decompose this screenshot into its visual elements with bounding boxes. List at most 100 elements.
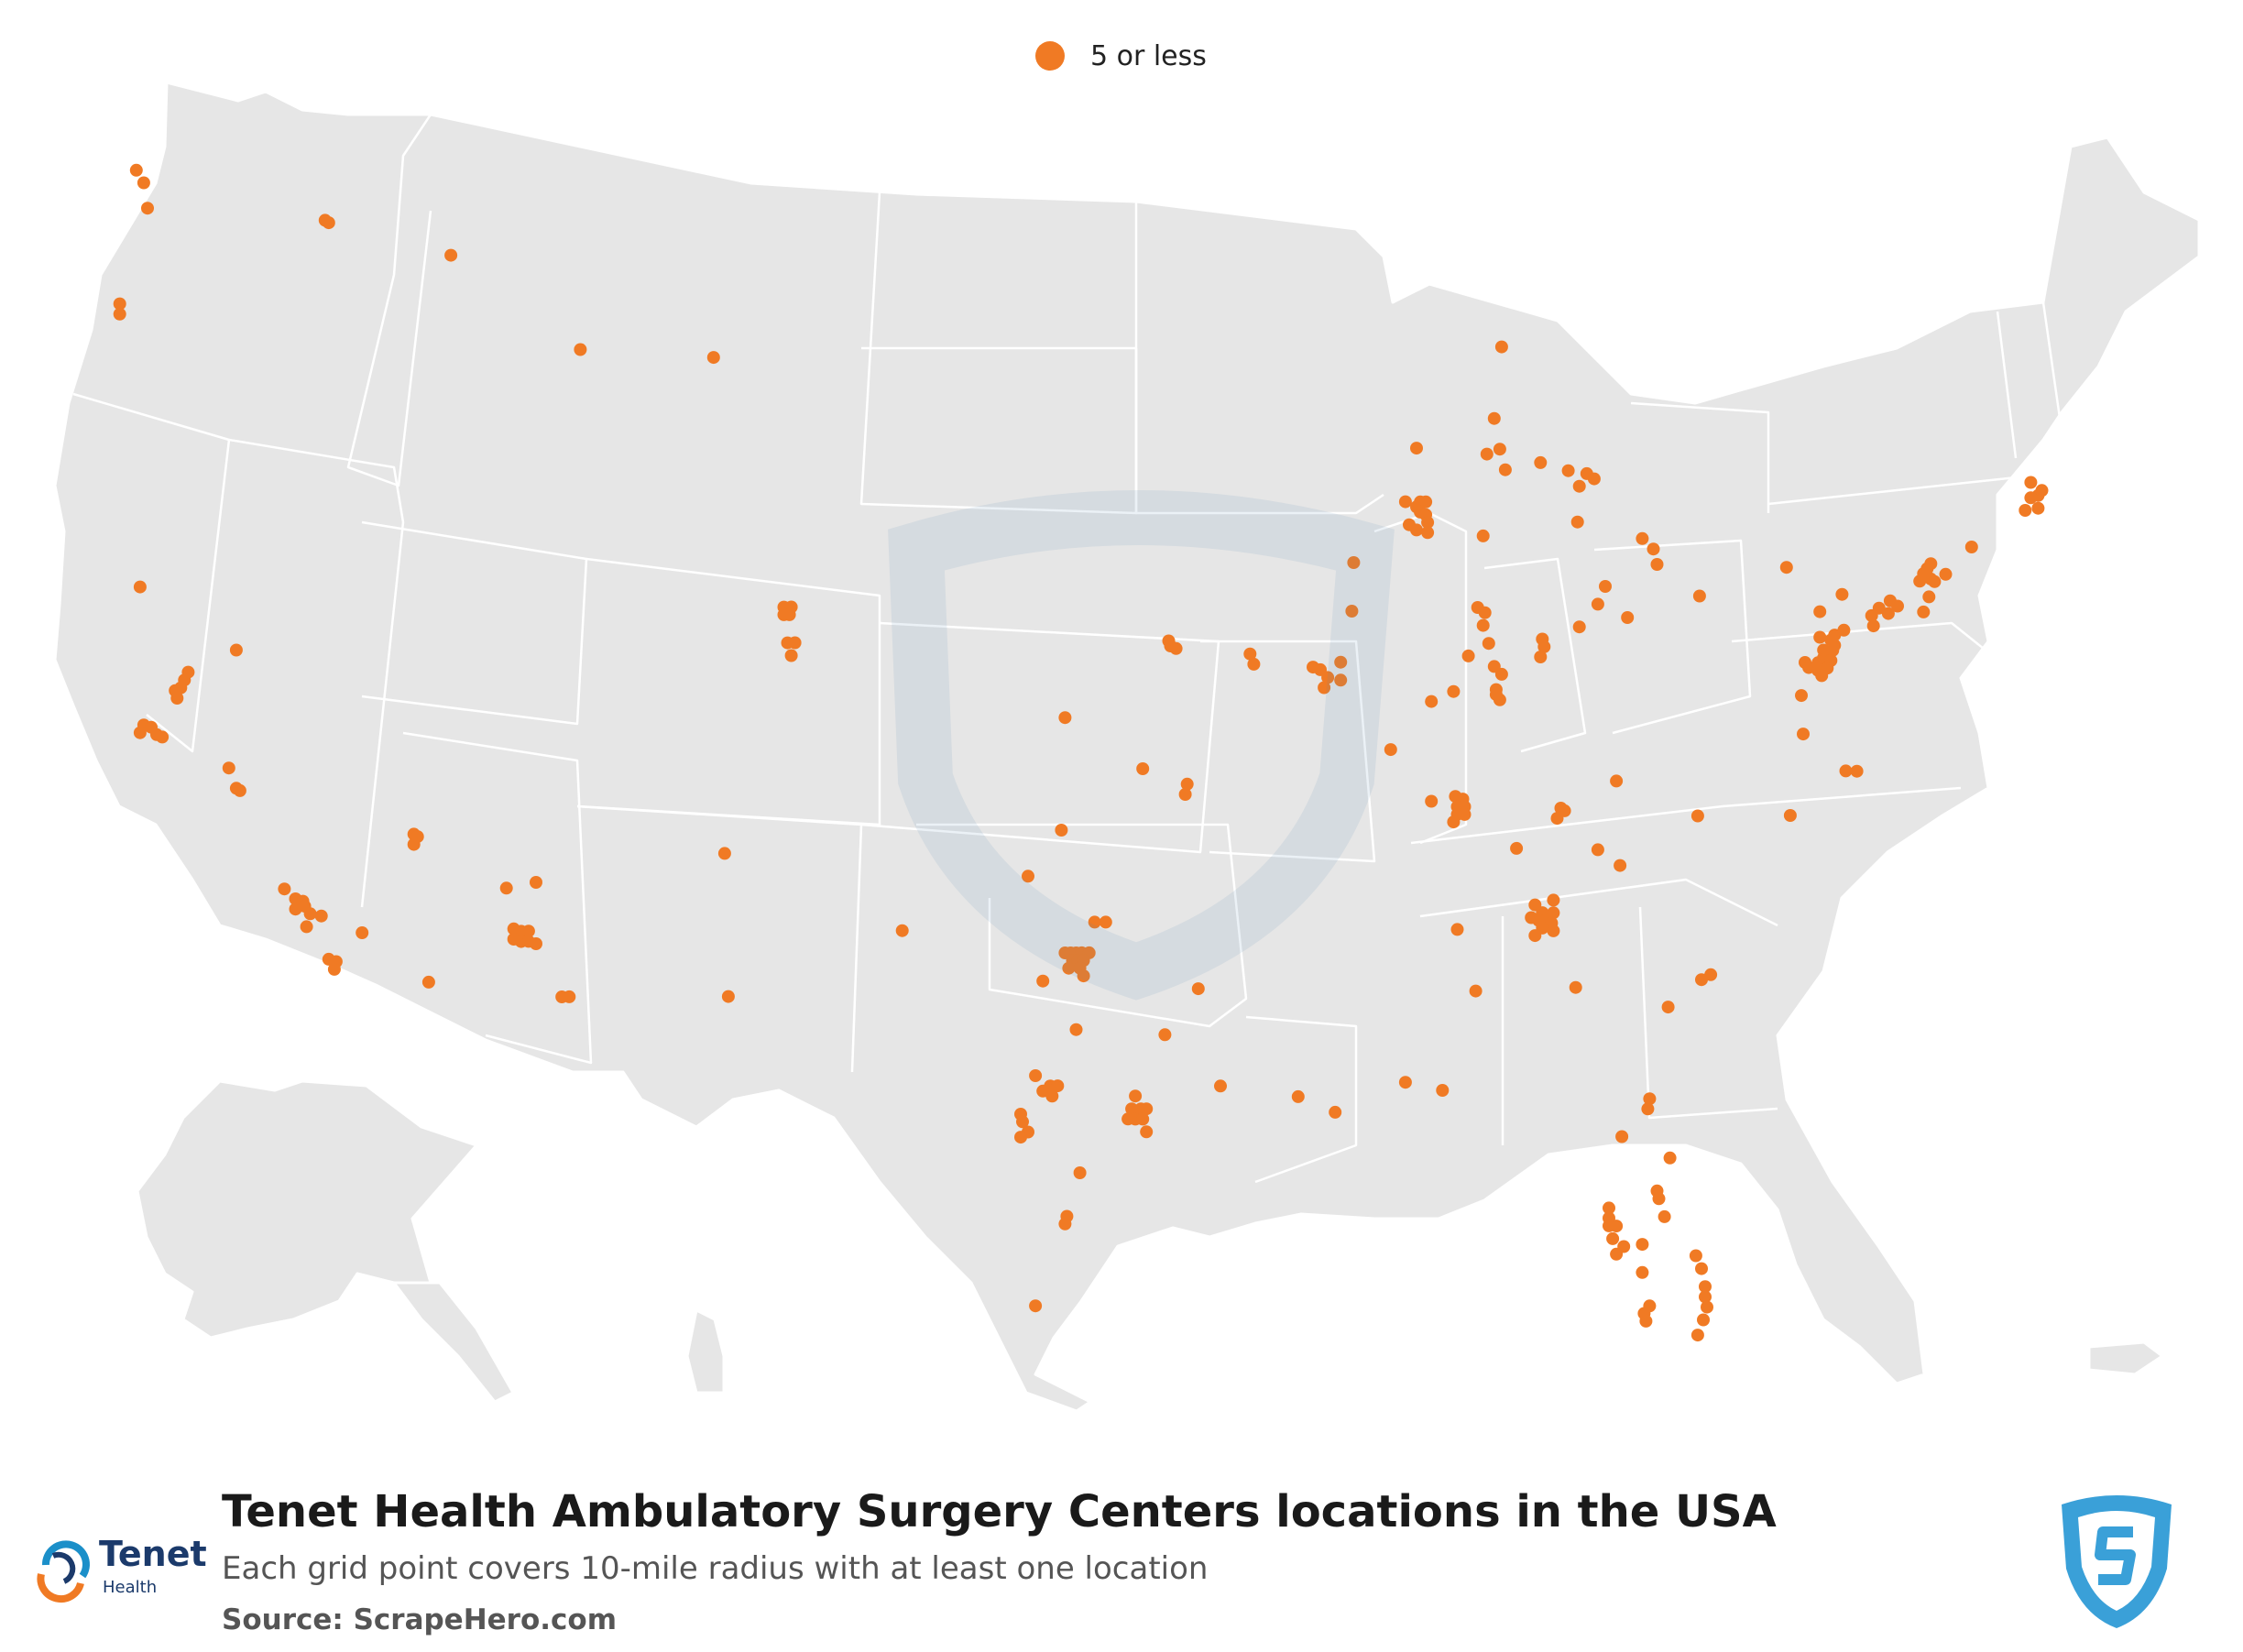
location-marker: [1461, 649, 1475, 662]
location-marker: [895, 924, 909, 937]
map-land: [53, 81, 2201, 1413]
location-marker: [1062, 961, 1076, 975]
location-marker: [1247, 657, 1261, 671]
location-marker: [1534, 455, 1548, 469]
location-marker: [1835, 587, 1849, 601]
location-marker: [574, 343, 587, 356]
source-text: Source: ScrapeHero.com: [222, 1603, 618, 1636]
location-marker: [1029, 1069, 1043, 1082]
location-marker: [229, 643, 243, 657]
location-marker: [1561, 464, 1575, 477]
location-marker: [530, 937, 542, 950]
location-marker: [1478, 606, 1492, 619]
location-marker: [1813, 630, 1827, 644]
location-marker: [1494, 667, 1508, 681]
location-marker: [1045, 1089, 1059, 1103]
location-marker: [563, 990, 576, 1003]
location-marker: [1419, 495, 1433, 509]
location-marker: [1924, 557, 1938, 571]
location-marker: [1606, 1231, 1620, 1245]
hawaii-shape: [685, 1308, 726, 1395]
location-marker: [300, 920, 313, 934]
location-marker: [1447, 684, 1461, 698]
location-marker: [1815, 669, 1829, 683]
location-marker: [1169, 641, 1183, 655]
location-marker: [1621, 611, 1635, 624]
location-marker: [1699, 1290, 1712, 1304]
location-marker: [1384, 743, 1397, 757]
location-marker: [1058, 1217, 1072, 1231]
location-marker: [1073, 1166, 1087, 1179]
location-marker: [1534, 651, 1548, 663]
scrapehero-shield-icon: [2062, 1495, 2172, 1628]
location-marker: [133, 726, 147, 739]
location-marker: [1603, 1201, 1615, 1215]
location-marker: [1036, 974, 1050, 988]
location-marker: [1658, 1209, 1671, 1223]
location-marker: [1051, 1079, 1065, 1093]
location-marker: [1652, 1192, 1666, 1206]
location-marker: [1022, 870, 1034, 883]
location-marker: [170, 692, 184, 705]
location-marker: [1614, 859, 1627, 872]
legend: 5 or less: [1035, 33, 1207, 79]
location-marker: [1881, 607, 1895, 620]
us-map: [53, 81, 2201, 1413]
location-marker: [1410, 523, 1423, 537]
location-marker: [1964, 541, 1978, 553]
tenet-logo-name: Tenet: [99, 1534, 207, 1574]
location-marker: [1140, 1125, 1154, 1139]
location-marker: [1850, 764, 1864, 778]
location-marker: [1498, 463, 1512, 476]
location-marker: [156, 730, 170, 744]
tenet-logo: Tenet Health: [27, 1521, 207, 1622]
location-marker: [1866, 619, 1880, 633]
location-marker: [1450, 923, 1464, 936]
location-marker: [1690, 1329, 1704, 1342]
location-marker: [1125, 1102, 1139, 1116]
location-marker: [1537, 640, 1551, 653]
location-marker: [1436, 1084, 1450, 1097]
location-marker: [717, 847, 731, 860]
location-marker: [1661, 1001, 1675, 1014]
location-marker: [1701, 1300, 1713, 1314]
page-subtitle: Each grid point covers 10-mile radius wi…: [222, 1550, 1209, 1587]
location-marker: [1136, 1112, 1150, 1126]
location-marker: [278, 882, 291, 896]
location-marker: [141, 202, 154, 215]
alaska-panhandle-shape: [392, 1281, 515, 1404]
location-marker: [1591, 597, 1604, 611]
tenet-swirl-icon: [37, 1540, 90, 1603]
location-marker: [1643, 1092, 1657, 1106]
location-marker: [1647, 542, 1660, 556]
location-marker: [1398, 1076, 1412, 1089]
location-marker: [421, 975, 435, 989]
location-marker: [1615, 1130, 1629, 1143]
location-marker: [1469, 984, 1483, 998]
puerto-rico-shape: [2087, 1340, 2164, 1376]
location-marker: [1587, 472, 1601, 486]
location-marker: [1476, 618, 1490, 632]
location-marker: [1650, 558, 1664, 571]
location-marker: [356, 926, 369, 939]
location-marker: [1639, 1314, 1653, 1328]
location-marker: [1334, 655, 1348, 669]
location-marker: [133, 580, 147, 594]
location-marker: [1347, 556, 1361, 569]
footer: Tenet Health Tenet Health Ambulatory Sur…: [0, 1466, 2243, 1652]
location-marker: [1610, 1247, 1624, 1261]
location-marker: [1291, 1089, 1305, 1103]
location-marker: [2024, 476, 2038, 489]
location-marker: [1572, 479, 1586, 493]
location-marker: [1421, 526, 1435, 540]
location-marker: [1410, 442, 1423, 455]
location-marker: [1158, 1028, 1172, 1042]
location-marker: [788, 636, 802, 650]
location-marker: [1318, 681, 1331, 695]
location-marker: [1494, 340, 1508, 354]
location-marker: [1663, 1151, 1677, 1165]
location-markers: [113, 163, 2049, 1342]
location-marker: [1839, 764, 1853, 778]
location-marker: [1321, 671, 1335, 684]
location-marker: [1129, 1089, 1143, 1103]
